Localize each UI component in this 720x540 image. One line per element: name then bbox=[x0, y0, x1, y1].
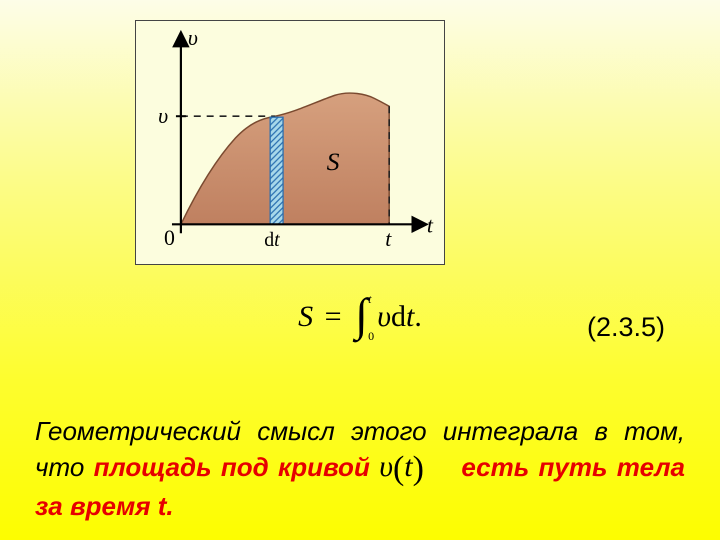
integrand-v: υ bbox=[377, 300, 391, 333]
dt-strip bbox=[270, 117, 283, 224]
velocity-time-chart: υ υ 0 dt t t S bbox=[135, 20, 445, 265]
integral-lower: 0 bbox=[368, 329, 374, 344]
integral-formula: S = t ∫ 0 υdt. bbox=[298, 300, 422, 338]
caption-text: Геометрический смысл этого интеграла в т… bbox=[35, 415, 685, 523]
area-under-curve bbox=[181, 93, 389, 224]
equation-number: (2.3.5) bbox=[587, 312, 665, 343]
S-label: S bbox=[327, 147, 340, 176]
caption-fn: υ(t) bbox=[379, 450, 424, 483]
t-end-label: t bbox=[385, 227, 392, 251]
y-axis-label: υ bbox=[188, 26, 198, 50]
integral-sign: ∫ bbox=[355, 297, 368, 334]
formula-lhs: S bbox=[298, 300, 313, 333]
v-tick-label: υ bbox=[158, 104, 168, 128]
chart-svg: υ υ 0 dt t t S bbox=[136, 21, 444, 264]
formula-dot: . bbox=[414, 300, 422, 333]
dt-label: dt bbox=[264, 229, 280, 251]
x-axis-label: t bbox=[427, 213, 434, 237]
integral-upper: t bbox=[368, 292, 371, 307]
caption-red1: площадь под кривой bbox=[94, 452, 370, 482]
origin-label: 0 bbox=[164, 226, 175, 250]
formula-eq: = bbox=[325, 300, 342, 333]
integrand-d: d bbox=[391, 300, 406, 333]
